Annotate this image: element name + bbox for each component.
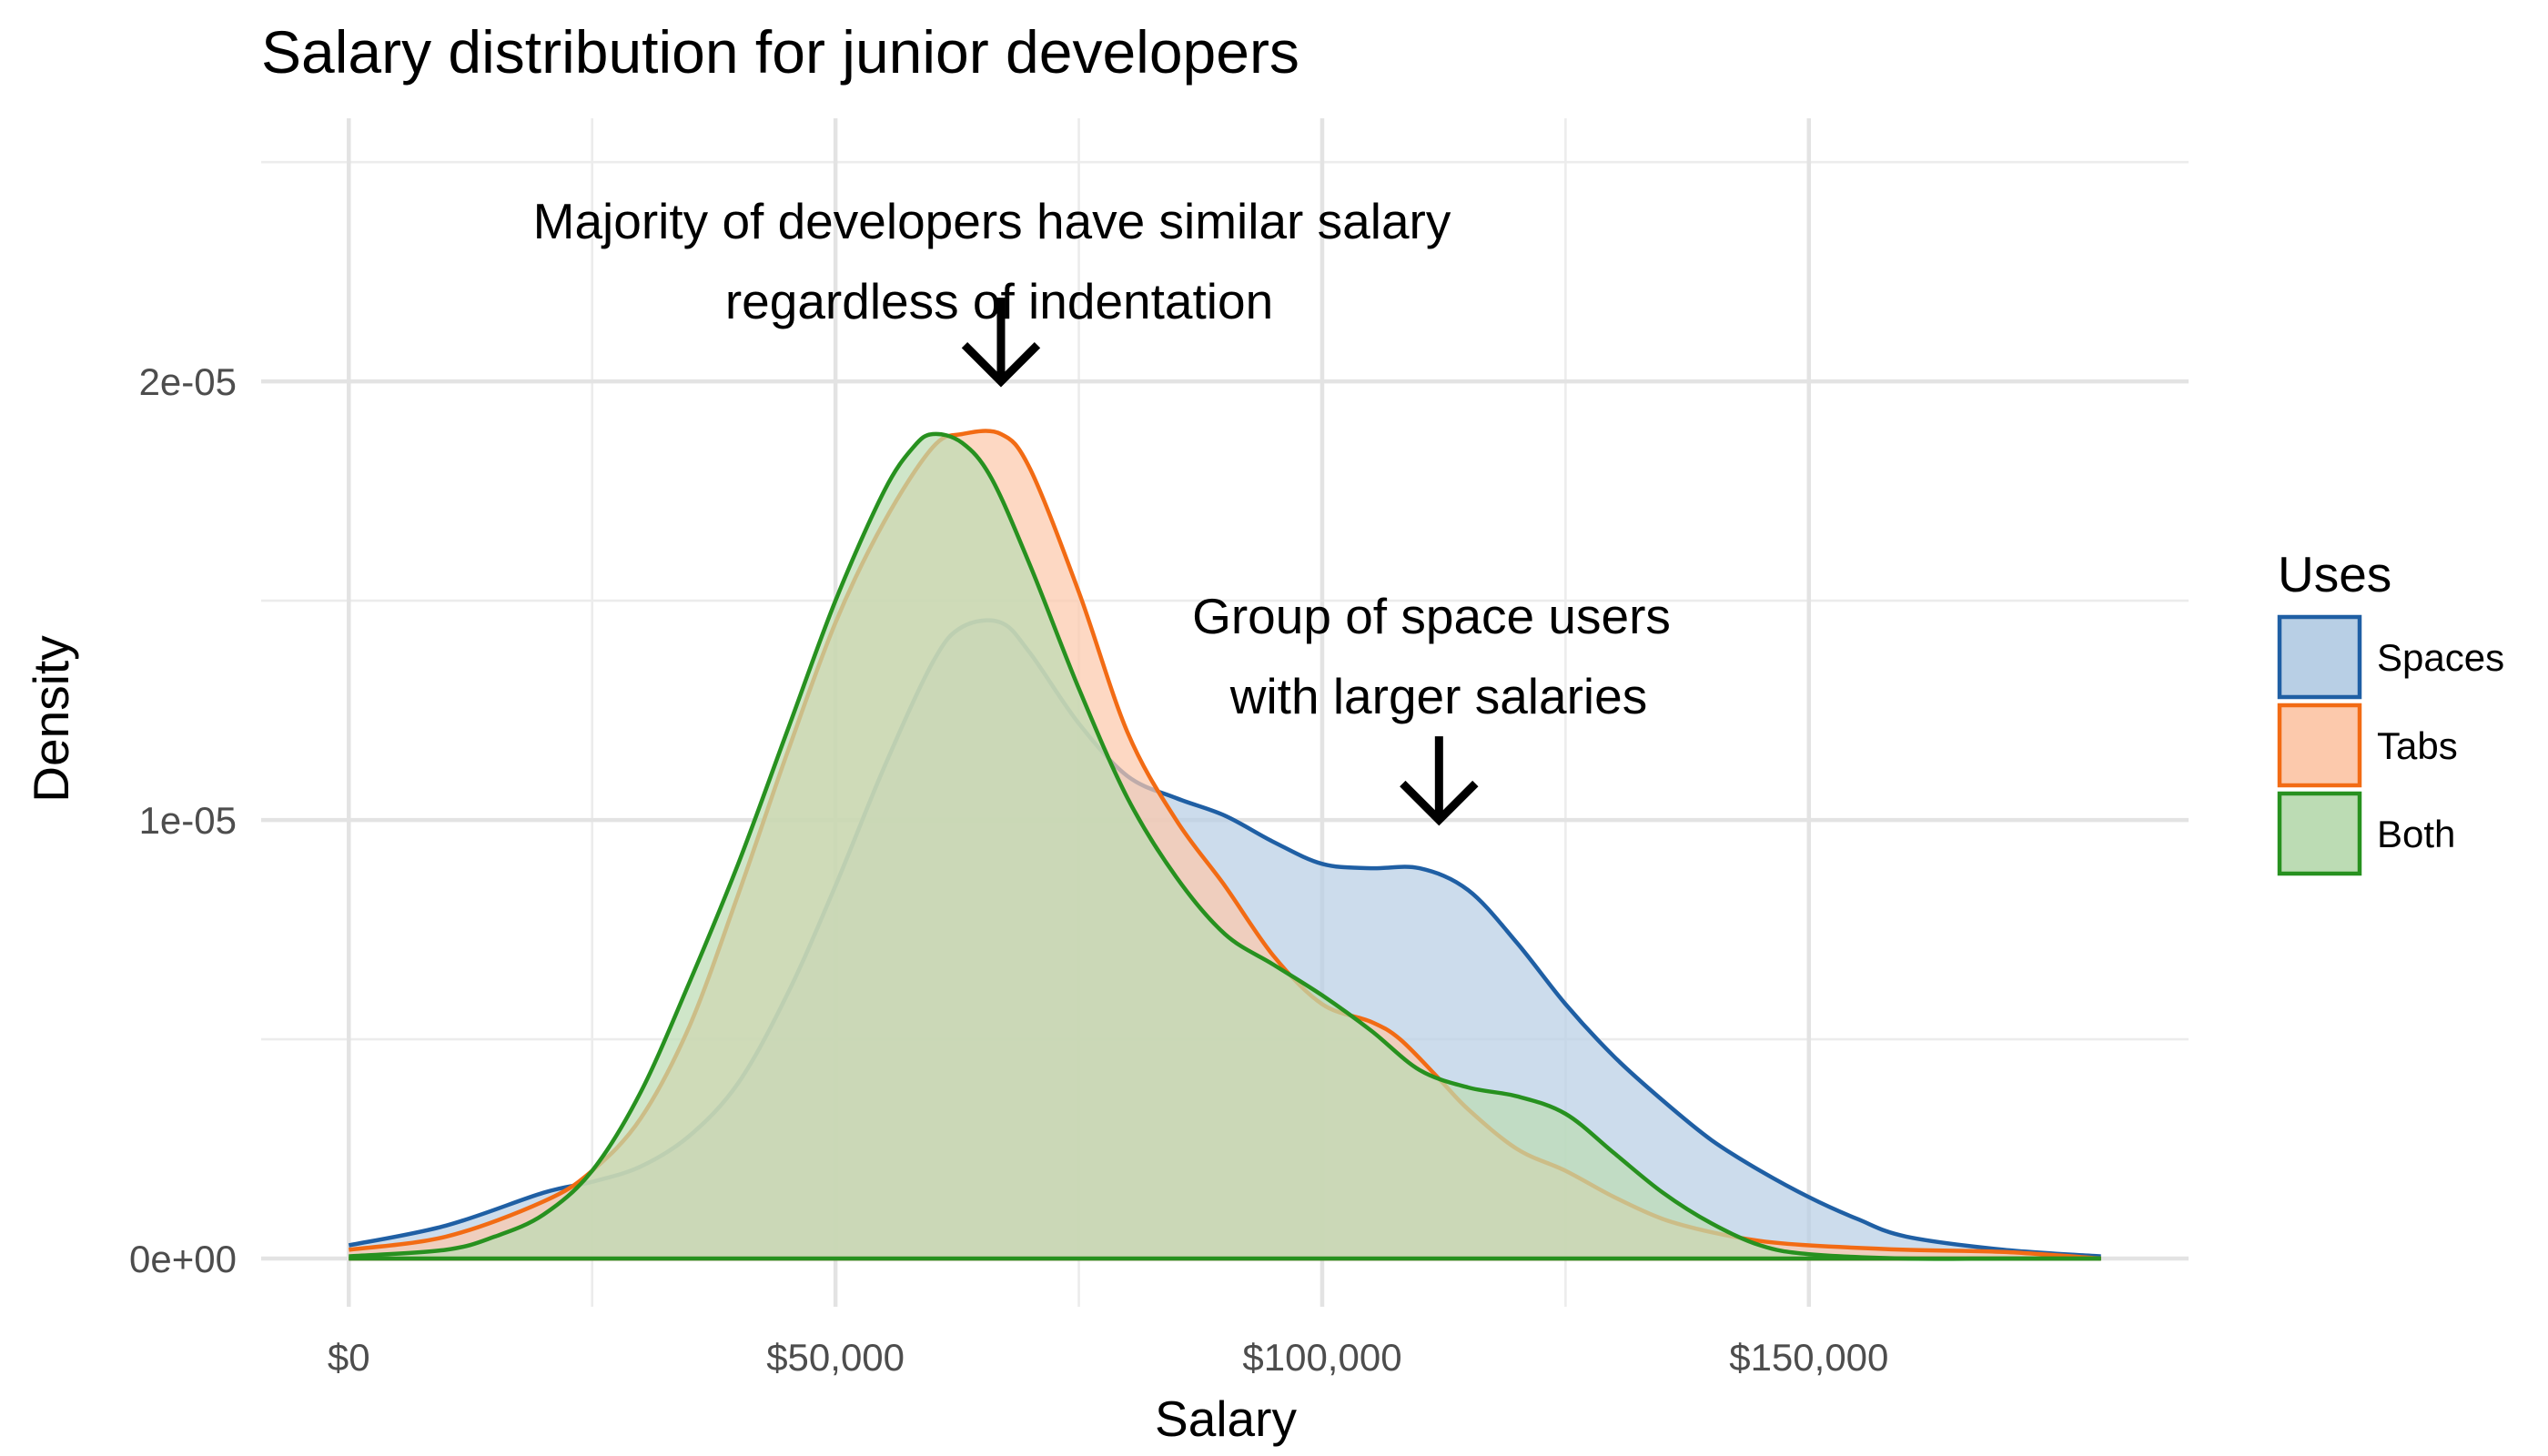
- x-tick-label: $150,000: [1729, 1336, 1888, 1379]
- x-tick-label: $50,000: [766, 1336, 905, 1379]
- y-tick-label: 1e-05: [139, 799, 237, 842]
- x-axis-title: Salary: [1155, 1390, 1297, 1447]
- legend-label-spaces: Spaces: [2377, 636, 2504, 679]
- legend-title: Uses: [2278, 546, 2391, 602]
- density-line-both: [349, 431, 2101, 1261]
- annotation-arrow: [1400, 736, 1479, 826]
- density-areas: [348, 429, 2101, 1261]
- legend-key-both: [2277, 791, 2362, 876]
- legend-label-both: Both: [2377, 813, 2455, 855]
- y-axis-title: Density: [23, 635, 79, 803]
- legend-key-spaces: [2277, 614, 2362, 700]
- x-tick-label: $100,000: [1242, 1336, 1401, 1379]
- x-tick-label: $0: [328, 1336, 370, 1379]
- y-axis-ticks: 0e+00 1e-05 2e-05: [129, 360, 237, 1280]
- legend-key-tabs: [2277, 703, 2362, 788]
- annotation-majority-line-1: Majority of developers have similar sala…: [533, 193, 1451, 249]
- y-tick-label: 0e+00: [129, 1238, 237, 1280]
- x-axis-ticks: $0 $50,000 $100,000 $150,000: [328, 1336, 1888, 1379]
- legend-label-tabs: Tabs: [2377, 724, 2458, 767]
- annotation-space-group-line-1: Group of space users: [1192, 588, 1671, 644]
- density-area-both: [349, 433, 2101, 1259]
- legend: Uses Spaces Tabs Both: [2277, 546, 2504, 876]
- annotation-space-group-line-2: with larger salaries: [1229, 668, 1648, 724]
- chart-title: Salary distribution for junior developer…: [261, 18, 1299, 86]
- annotation-arrow: [961, 298, 1041, 388]
- y-tick-label: 2e-05: [139, 360, 237, 403]
- annotations: Majority of developers have similar sala…: [533, 193, 1671, 826]
